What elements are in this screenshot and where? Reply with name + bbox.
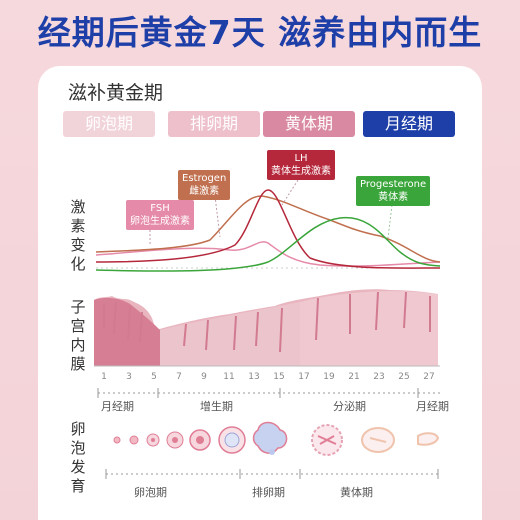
endometrium-row-label: 子宫内膜 <box>70 298 86 373</box>
progesterone-name: Progesterone <box>360 179 427 190</box>
fsh-name: FSH <box>150 203 170 214</box>
stage-label-follicular: 卵泡期 <box>134 486 167 499</box>
card-title: 滋补黄金期 <box>68 82 164 104</box>
cycle-label-menses-end: 月经期 <box>416 400 449 413</box>
day-tick: 3 <box>126 372 132 382</box>
stage-label-luteal: 黄体期 <box>340 486 373 499</box>
stage-label-ovulation: 排卵期 <box>252 486 285 499</box>
day-tick: 7 <box>176 372 182 382</box>
estrogen-name: Estrogen <box>182 173 227 184</box>
day-tick: 19 <box>323 372 335 382</box>
day-tick: 17 <box>298 372 310 382</box>
day-tick: 15 <box>273 372 285 382</box>
phase-ovulation-button[interactable]: 排卵期 <box>168 111 260 137</box>
day-tick: 23 <box>373 372 385 382</box>
day-tick: 1 <box>101 372 107 382</box>
cycle-label-proliferative: 增生期 <box>200 400 233 413</box>
progesterone-desc: 黄体素 <box>378 192 409 203</box>
estrogen-callout: Estrogen 雌激素 <box>178 170 231 200</box>
day-tick: 21 <box>348 372 360 382</box>
day-tick: 27 <box>423 372 435 382</box>
day-tick: 9 <box>201 372 207 382</box>
lh-callout: LH 黄体生成激素 <box>267 150 335 180</box>
headline: 经期后黄金7天 滋养由内而生 <box>37 13 483 52</box>
day-tick: 13 <box>248 372 260 382</box>
fsh-callout: FSH 卵泡生成激素 <box>126 200 194 230</box>
follicle-row-label: 卵泡发育 <box>70 420 86 495</box>
phase-menstrual-button[interactable]: 月经期 <box>363 111 455 137</box>
lh-desc: 黄体生成激素 <box>271 166 331 177</box>
day-tick: 5 <box>151 372 157 382</box>
progesterone-curve <box>95 216 441 272</box>
cycle-label-menses-start: 月经期 <box>101 400 134 413</box>
follicle-sequence <box>113 421 440 456</box>
hormone-row-label: 激素变化 <box>70 198 86 273</box>
lh-name: LH <box>294 153 308 164</box>
estrogen-desc: 雌激素 <box>189 186 220 197</box>
lh-curve <box>95 189 441 269</box>
cycle-label-secretory: 分泌期 <box>333 400 366 413</box>
phase-follicular-button[interactable]: 卵泡期 <box>63 111 155 137</box>
fsh-desc: 卵泡生成激素 <box>130 216 190 227</box>
progesterone-callout: Progesterone 黄体素 <box>356 176 431 206</box>
day-tick: 11 <box>223 372 235 382</box>
fsh-curve <box>95 241 441 267</box>
day-tick: 25 <box>398 372 410 382</box>
phase-luteal-button[interactable]: 黄体期 <box>263 111 355 137</box>
